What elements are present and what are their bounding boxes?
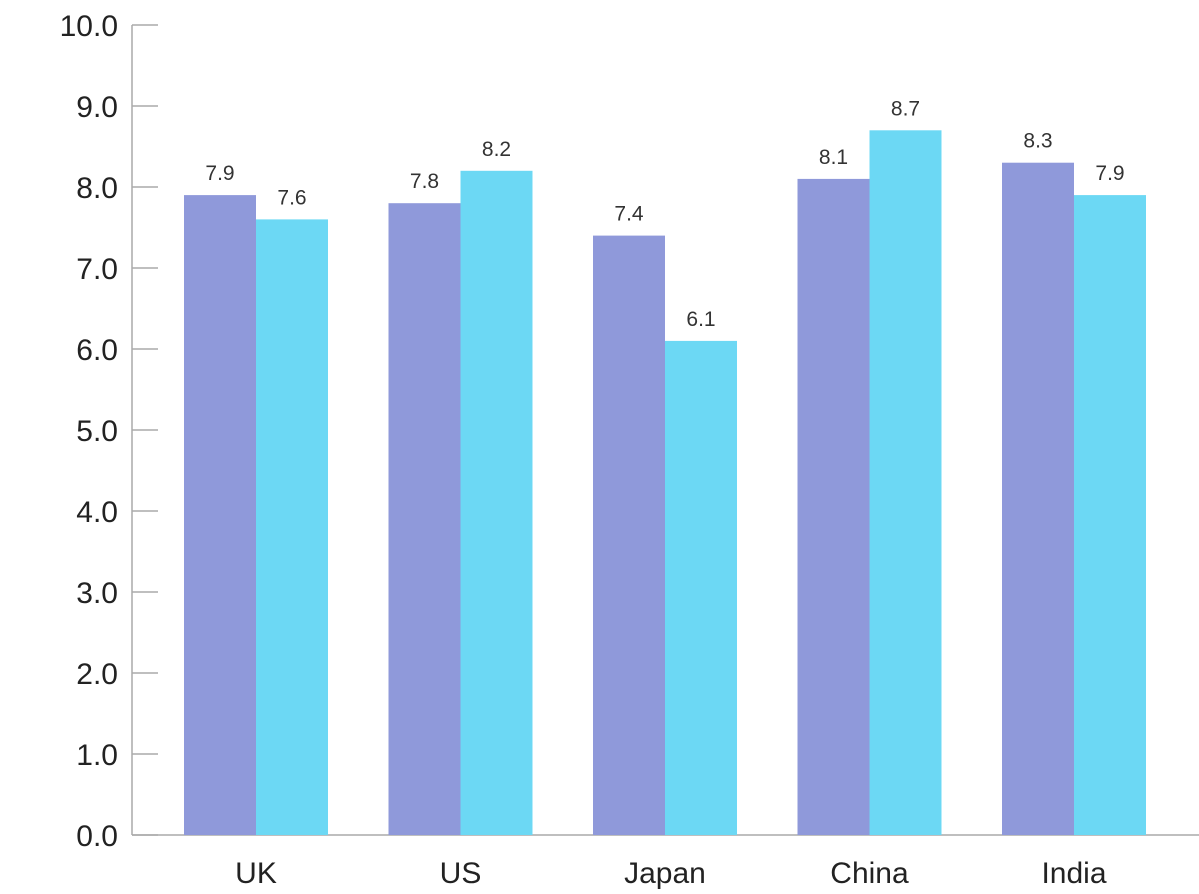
bar (1074, 195, 1146, 836)
data-label: 7.6 (277, 186, 306, 209)
y-tick-label: 0.0 (76, 820, 118, 853)
bar (388, 203, 461, 835)
x-tick-label: Japan (624, 857, 706, 890)
y-axis: 0.0 1.0 2.0 3.0 4.0 5.0 6.0 7.0 8.0 9.0 10.0 (60, 10, 158, 853)
bar (256, 219, 328, 835)
bar (665, 340, 737, 835)
y-tick-label: 9.0 (76, 91, 118, 124)
data-label: 8.1 (819, 146, 848, 169)
y-tick-label: 6.0 (76, 334, 118, 367)
bar (1002, 162, 1074, 835)
x-axis: UK US Japan China India (132, 834, 1199, 890)
data-label: 7.9 (205, 162, 234, 185)
y-tick-label: 4.0 (76, 496, 118, 529)
x-tick-label: UK (235, 857, 277, 890)
data-label: 8.7 (891, 97, 920, 120)
bar (797, 178, 870, 835)
y-tick-label: 10.0 (60, 10, 118, 43)
y-tick-label: 7.0 (76, 253, 118, 286)
y-tick-label: 8.0 (76, 172, 118, 205)
y-tick-label: 3.0 (76, 577, 118, 610)
bars (184, 130, 1146, 836)
x-tick-label: US (440, 857, 482, 890)
bar (593, 235, 665, 836)
data-label: 8.3 (1023, 130, 1052, 153)
data-labels: 7.9 7.6 7.8 8.2 7.4 6.1 8.1 8.7 8.3 7.9 (205, 97, 1124, 331)
y-tick-label: 2.0 (76, 658, 118, 691)
data-label: 7.8 (410, 170, 439, 193)
y-tick-label: 1.0 (76, 739, 118, 772)
data-label: 6.1 (686, 308, 715, 331)
bar (869, 130, 942, 836)
x-tick-label: China (830, 857, 909, 890)
data-label: 7.9 (1095, 162, 1124, 185)
bar (460, 170, 533, 836)
y-tick-label: 5.0 (76, 415, 118, 448)
bar (184, 195, 256, 836)
data-label: 8.2 (482, 138, 511, 161)
x-tick-label: India (1041, 857, 1106, 890)
data-label: 7.4 (614, 203, 644, 226)
